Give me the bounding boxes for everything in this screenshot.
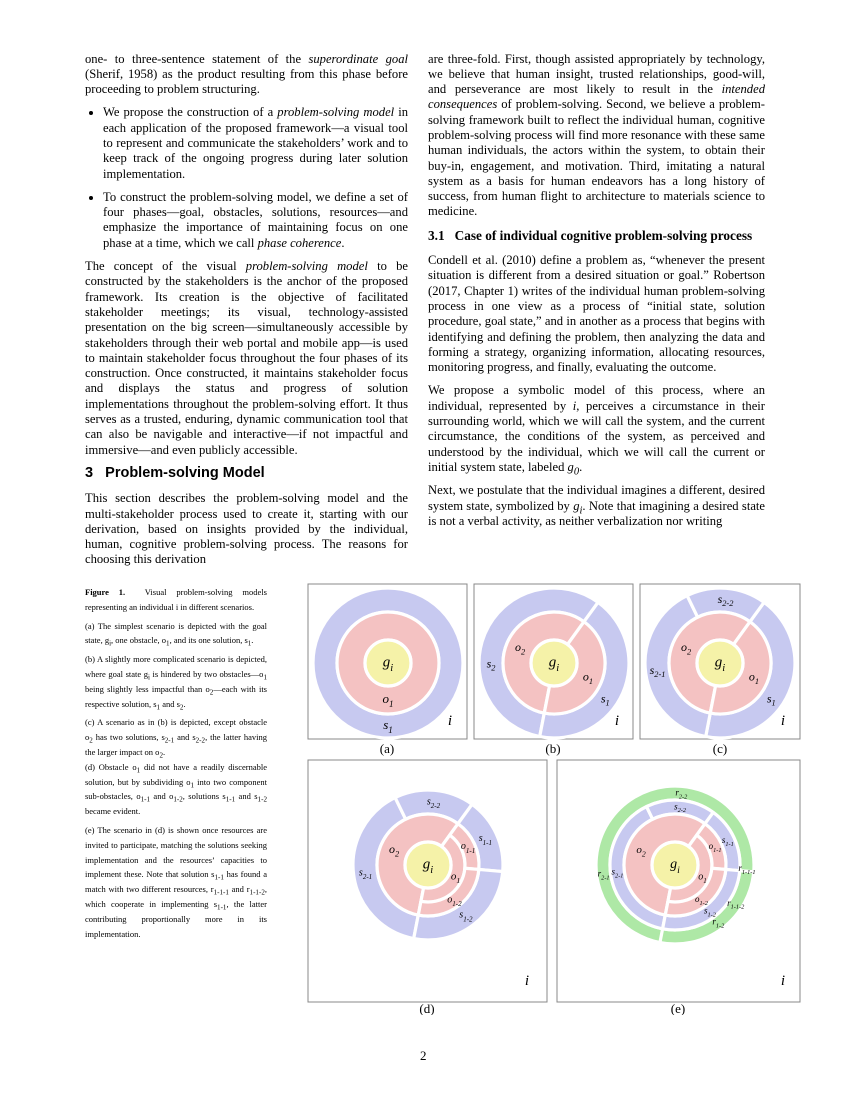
svg-text:i: i <box>525 973 529 989</box>
svg-text:(e): (e) <box>671 1001 685 1015</box>
svg-text:(d): (d) <box>419 1001 434 1015</box>
svg-text:(b): (b) <box>545 741 560 756</box>
svg-text:i: i <box>781 973 785 989</box>
svg-text:(a): (a) <box>380 741 394 756</box>
svg-text:(c): (c) <box>713 741 727 756</box>
svg-text:i: i <box>781 713 785 729</box>
svg-text:i: i <box>448 713 452 729</box>
svg-text:i: i <box>615 713 619 729</box>
